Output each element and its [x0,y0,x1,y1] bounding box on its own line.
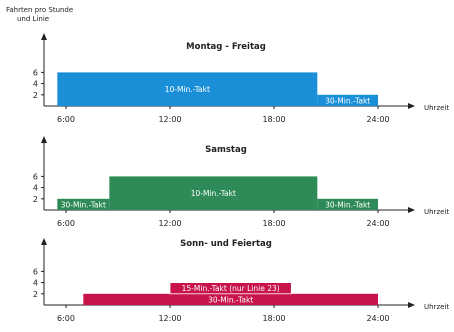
x-tick-label: 12:00 [158,314,181,323]
bar-segment-label: 10-Min.-Takt [165,85,210,94]
chart-panel-2: 2 4 6 6:00 12:00 18:00 24:00 Uhrzeit 30-Min.-Tak… [33,136,449,228]
panel-title: Montag - Freitag [186,42,266,52]
bar-segment-label: 30-Min.-Takt [325,96,370,105]
y-tick-label: 4 [33,80,38,89]
x-tick-label: 18:00 [262,115,285,124]
panel-title: Samstag [205,145,247,155]
y-axis-label-line-1: Fahrten pro Stunde [6,6,73,14]
bar-segment [83,293,378,305]
x-axis-arrow [408,103,415,109]
bar-segment [109,176,318,210]
bar-segment [57,198,110,210]
x-tick-label: 6:00 [57,115,75,124]
chart-panel-1: 2 4 6 6:00 12:00 18:00 24:00 Uhrzeit 10-Min.-Tak… [33,33,449,124]
chart-panel-3: 2 4 6 6:00 12:00 18:00 24:00 Uhrzeit 30-Min.-Tak… [33,238,449,323]
x-tick-label: 18:00 [262,314,285,323]
y-tick-label: 6 [33,68,38,77]
x-tick-label: 6:00 [57,314,75,323]
x-tick-label: 12:00 [158,115,181,124]
bar-segment [317,94,378,106]
x-axis-label: Uhrzeit [424,208,449,216]
bar-segment [317,198,378,210]
y-tick-label: 4 [33,184,38,193]
y-tick-label: 6 [33,267,38,276]
x-tick-label: 24:00 [366,314,389,323]
x-tick-label: 12:00 [158,219,181,228]
y-tick-label: 4 [33,279,38,288]
bar-segment-label: 30-Min.-Takt [61,200,106,209]
y-axis-arrow [41,238,47,245]
panel-title: Sonn- und Feiertag [180,239,272,249]
bar-segment-label: 10-Min.-Takt [191,189,236,198]
x-axis-label: Uhrzeit [424,104,449,112]
y-tick-label: 2 [33,290,38,299]
y-tick-label: 6 [33,172,38,181]
y-axis-label-line-2: und Linie [17,15,49,23]
x-tick-label: 6:00 [57,219,75,228]
x-tick-label: 24:00 [366,219,389,228]
bar-segment [57,72,318,106]
x-tick-label: 18:00 [262,219,285,228]
y-tick-label: 2 [33,91,38,100]
x-axis-label: Uhrzeit [424,303,449,311]
x-tick-label: 24:00 [366,115,389,124]
x-axis-arrow [408,302,415,308]
bar-segment [169,282,292,295]
bar-segment-label: 30-Min.-Takt [325,200,370,209]
bar-segment-label: 15-Min.-Takt (nur Linie 23) [182,284,280,293]
y-axis-arrow [41,33,47,40]
y-tick-label: 2 [33,195,38,204]
bar-segment-label: 30-Min.-Takt [208,295,253,304]
x-axis-arrow [408,207,415,213]
y-axis-arrow [41,136,47,143]
